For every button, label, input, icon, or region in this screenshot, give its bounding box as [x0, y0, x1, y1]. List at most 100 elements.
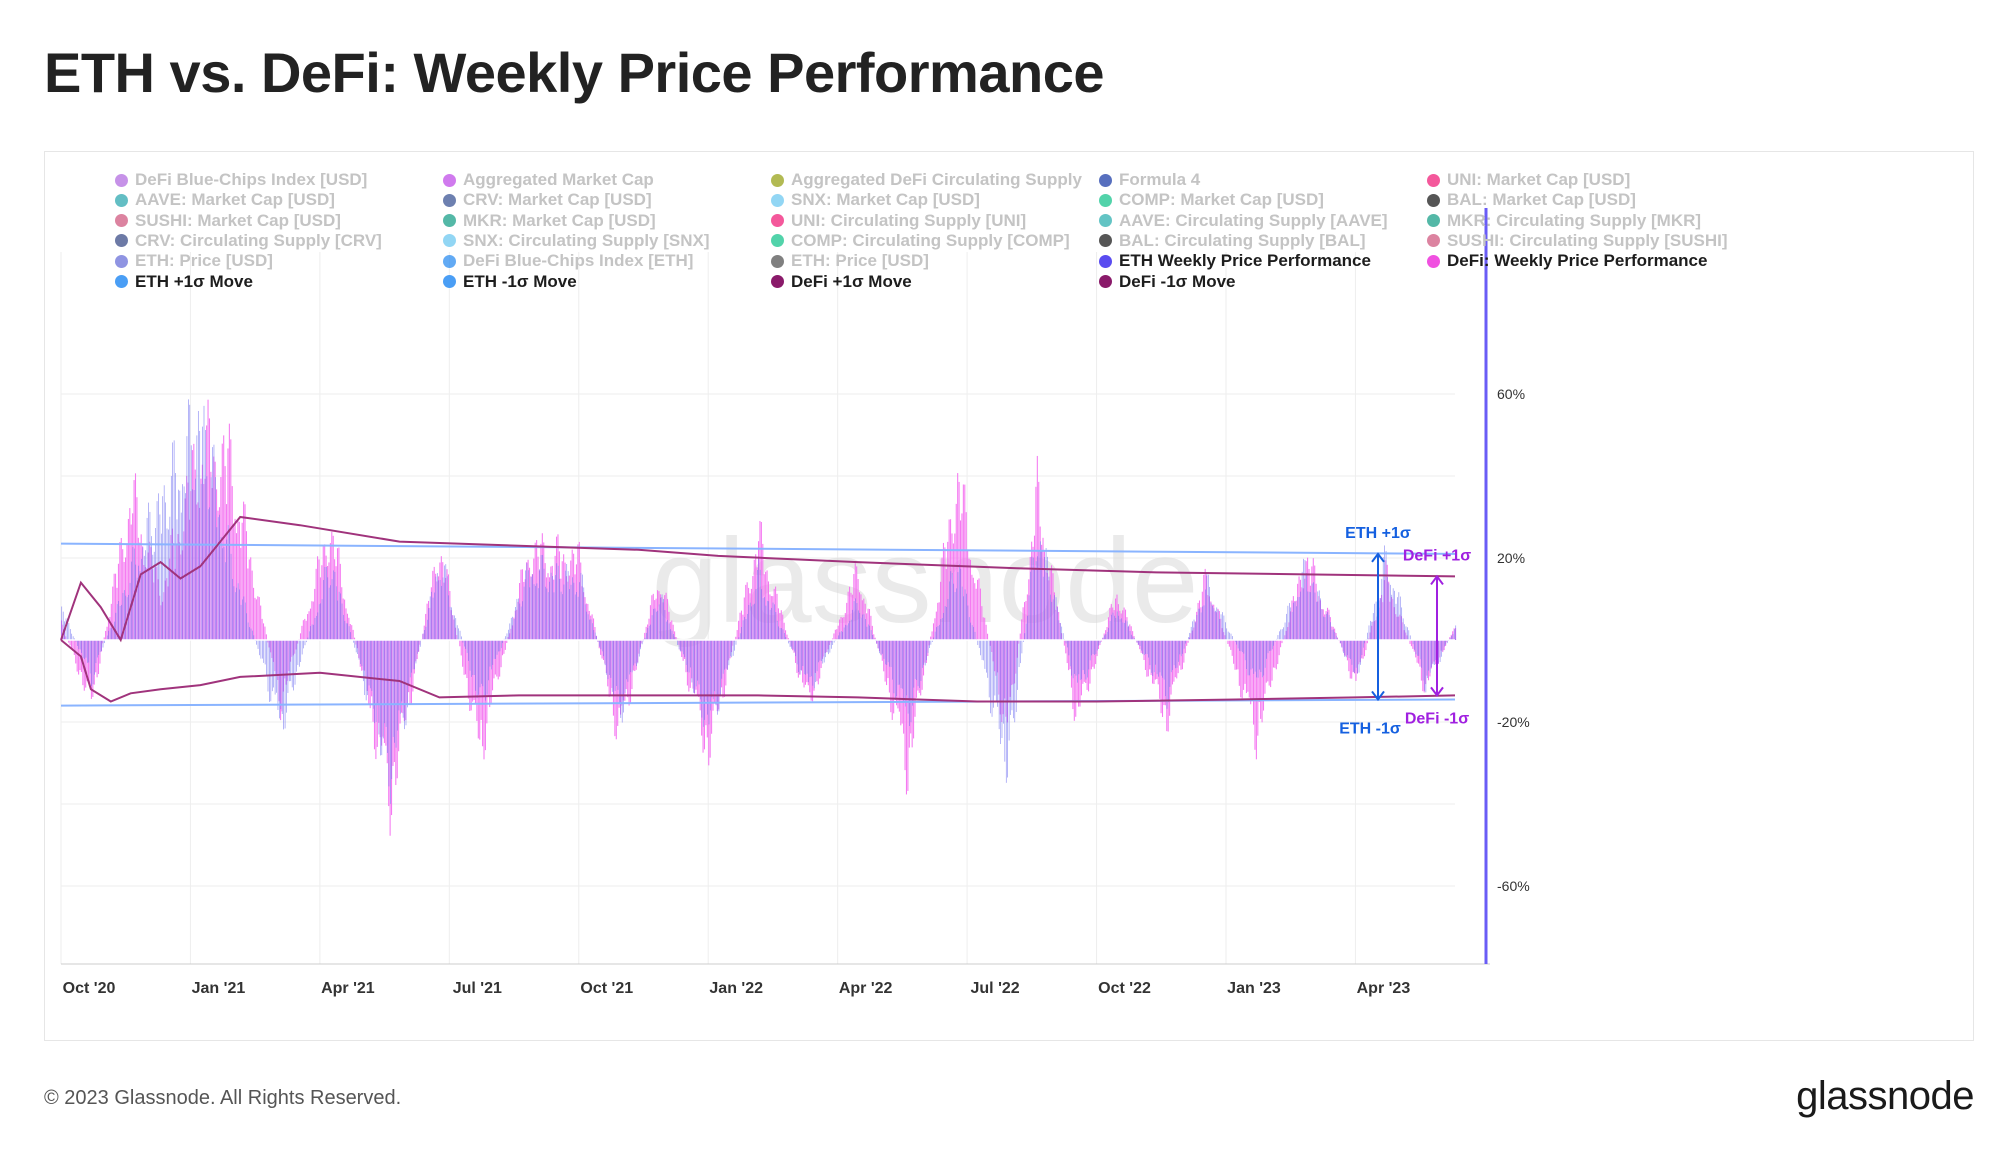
defi-bar: [787, 638, 789, 640]
legend-item[interactable]: BAL: Market Cap [USD]: [1427, 190, 1636, 210]
legend-item[interactable]: MKR: Market Cap [USD]: [443, 211, 656, 231]
defi-bar: [243, 501, 245, 640]
eth-bar: [1355, 640, 1357, 668]
eth-bar: [1094, 640, 1095, 655]
legend-item[interactable]: ETH -1σ Move: [443, 272, 577, 292]
brand-logo[interactable]: glassnode: [1796, 1074, 1974, 1118]
eth-bar: [1234, 640, 1236, 642]
eth-bar: [1071, 640, 1073, 676]
eth-bar: [803, 640, 805, 675]
legend-item[interactable]: DeFi: Weekly Price Performance: [1427, 251, 1707, 271]
eth-bar: [596, 636, 597, 640]
eth-bar: [1267, 640, 1269, 654]
eth-bar: [1173, 640, 1175, 666]
eth-bar: [1037, 556, 1038, 640]
legend-item[interactable]: Aggregated Market Cap: [443, 170, 654, 190]
legend-item[interactable]: DeFi +1σ Move: [771, 272, 912, 292]
defi-bar: [302, 620, 304, 640]
defi-bar: [255, 599, 257, 640]
eth-bar: [1306, 573, 1307, 640]
defi-bar: [1280, 640, 1282, 648]
eth-bar: [225, 562, 226, 640]
defi-bar: [665, 592, 667, 640]
legend-item[interactable]: ETH +1σ Move: [115, 272, 253, 292]
legend-item[interactable]: SUSHI: Circulating Supply [SUSHI]: [1427, 231, 1728, 251]
eth-bar: [1118, 615, 1119, 640]
legend-item[interactable]: COMP: Market Cap [USD]: [1099, 190, 1324, 210]
eth-bar: [94, 640, 95, 675]
legend-item[interactable]: MKR: Circulating Supply [MKR]: [1427, 211, 1701, 231]
legend-item[interactable]: CRV: Market Cap [USD]: [443, 190, 652, 210]
legend-item[interactable]: UNI: Circulating Supply [UNI]: [771, 211, 1026, 231]
legend-item[interactable]: SNX: Market Cap [USD]: [771, 190, 980, 210]
legend-item[interactable]: DeFi -1σ Move: [1099, 272, 1236, 292]
eth-bar: [949, 581, 950, 640]
eth-bar: [739, 633, 741, 640]
defi-bar: [1272, 640, 1274, 668]
legend-item[interactable]: ETH Weekly Price Performance: [1099, 251, 1371, 271]
eth-bar: [415, 640, 417, 664]
eth-bar: [953, 583, 954, 640]
legend-item[interactable]: Aggregated DeFi Circulating Supply: [771, 170, 1082, 190]
chart-svg[interactable]: glassnode Oct '20 Jan '21 Apr '21 Jul '21 Oc…: [45, 152, 1973, 1040]
eth-bar: [762, 598, 764, 640]
eth-bar: [1031, 556, 1033, 640]
eth-bar: [1327, 612, 1329, 640]
eth-bar: [1323, 616, 1324, 640]
legend-item[interactable]: Formula 4: [1099, 170, 1200, 190]
defi-bar: [113, 573, 115, 640]
eth-bar: [1176, 640, 1178, 668]
eth-bar: [717, 640, 718, 715]
eth-bar: [1421, 640, 1422, 668]
x-tick-label: Apr '22: [839, 980, 893, 997]
eth-bar: [917, 640, 919, 687]
legend-item[interactable]: SUSHI: Market Cap [USD]: [115, 211, 341, 231]
eth-bar: [628, 640, 630, 675]
eth-bar: [1014, 640, 1016, 723]
legend-label: ETH: Price [USD]: [135, 251, 273, 271]
eth-bar: [742, 620, 744, 640]
eth-bar: [1011, 640, 1013, 711]
eth-bar: [768, 601, 770, 640]
eth-bar: [294, 640, 296, 685]
eth-bar: [1200, 612, 1202, 640]
eth-bar: [771, 607, 772, 640]
legend-label: DeFi -1σ Move: [1119, 271, 1236, 291]
legend-item[interactable]: UNI: Market Cap [USD]: [1427, 170, 1630, 190]
defi-bar: [958, 481, 960, 640]
eth-bar: [867, 624, 869, 640]
legend-item[interactable]: DeFi Blue-Chips Index [ETH]: [443, 251, 693, 271]
eth-bar: [708, 640, 710, 725]
eth-bar: [927, 640, 929, 653]
y-tick-label: 20%: [1497, 550, 1525, 566]
eth-bar: [515, 606, 516, 640]
eth-bar: [1038, 551, 1040, 640]
eth-bar: [1023, 640, 1024, 642]
eth-bar: [792, 640, 794, 650]
legend-item[interactable]: DeFi Blue-Chips Index [USD]: [115, 170, 367, 190]
eth-bar: [394, 640, 395, 743]
eth-bar: [1068, 640, 1070, 656]
eth-bar: [860, 617, 862, 640]
legend-item[interactable]: BAL: Circulating Supply [BAL]: [1099, 231, 1365, 251]
eth-bar: [751, 606, 752, 640]
eth-bar: [310, 626, 311, 640]
legend-item[interactable]: SNX: Circulating Supply [SNX]: [443, 231, 710, 251]
eth-bar: [1062, 633, 1064, 640]
eth-bar: [631, 640, 633, 673]
x-tick-label: Apr '23: [1357, 980, 1411, 997]
eth-bar: [397, 640, 398, 731]
eth-bar: [451, 607, 452, 640]
legend-item[interactable]: AAVE: Circulating Supply [AAVE]: [1099, 211, 1388, 231]
legend-item[interactable]: ETH: Price [USD]: [771, 251, 929, 271]
defi-bar: [981, 606, 983, 640]
legend-item[interactable]: ETH: Price [USD]: [115, 251, 273, 271]
defi-bar: [1100, 640, 1102, 642]
defi-bar: [467, 640, 469, 699]
legend-item[interactable]: CRV: Circulating Supply [CRV]: [115, 231, 382, 251]
eth-bar: [69, 629, 71, 640]
legend-item[interactable]: COMP: Circulating Supply [COMP]: [771, 231, 1070, 251]
eth-bar: [1434, 640, 1435, 665]
eth-bar: [809, 640, 811, 678]
legend-item[interactable]: AAVE: Market Cap [USD]: [115, 190, 335, 210]
